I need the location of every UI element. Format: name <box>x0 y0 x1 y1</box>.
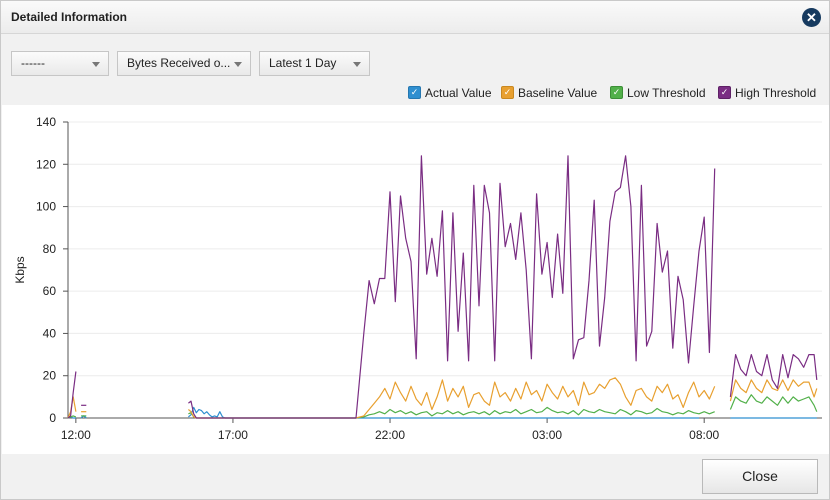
time-range-select[interactable]: Latest 1 Day <box>259 51 370 76</box>
y-tick-label: 100 <box>36 200 56 214</box>
series-line-low-threshold <box>188 406 715 419</box>
time-range-select-value: Latest 1 Day <box>269 56 337 70</box>
x-tick-label: 03:00 <box>532 428 562 442</box>
y-axis-label: Kbps <box>13 256 27 283</box>
series-line-baseline-value <box>188 377 716 419</box>
series-line-high-threshold <box>729 354 818 397</box>
checkbox-checked-icon: ✓ <box>718 86 731 99</box>
device-select-value: ------ <box>21 56 45 70</box>
x-tick-label: 17:00 <box>218 428 248 442</box>
y-tick-label: 120 <box>36 157 56 171</box>
close-icon[interactable]: ✕ <box>802 8 821 27</box>
chevron-down-icon <box>234 62 242 67</box>
dialog-titlebar: Detailed Information ✕ <box>1 1 829 34</box>
x-tick-label: 08:00 <box>689 428 719 442</box>
series-line-high-threshold <box>188 155 716 419</box>
legend-label: High Threshold <box>735 86 817 100</box>
x-tick-label: 22:00 <box>375 428 405 442</box>
y-tick-label: 60 <box>43 284 57 298</box>
chevron-down-icon <box>353 62 361 67</box>
y-tick-label: 20 <box>43 369 57 383</box>
metric-select[interactable]: Bytes Received o... <box>117 51 251 76</box>
legend-label: Low Threshold <box>627 86 706 100</box>
y-tick-label: 80 <box>43 242 57 256</box>
checkbox-checked-icon: ✓ <box>408 86 421 99</box>
line-chart: 0 20 40 60 80 100 120 140 12:00 17:00 22:00 03:00 08… <box>2 105 829 454</box>
chevron-down-icon <box>92 62 100 67</box>
legend-label: Baseline Value <box>518 86 598 100</box>
series-line-low-threshold <box>729 394 818 412</box>
checkbox-checked-icon: ✓ <box>610 86 623 99</box>
device-select[interactable]: ------ <box>11 51 109 76</box>
series-line-high-threshold <box>67 371 77 419</box>
y-tick-label: 140 <box>36 115 56 129</box>
legend-label: Actual Value <box>425 86 492 100</box>
y-tick-label: 0 <box>49 411 56 425</box>
dialog-title: Detailed Information <box>11 10 128 24</box>
metric-select-value: Bytes Received o... <box>127 56 231 70</box>
x-tick-label: 12:00 <box>61 428 91 442</box>
dialog-footer <box>1 454 829 499</box>
close-button[interactable]: Close <box>702 459 818 494</box>
y-tick-label: 40 <box>43 326 57 340</box>
checkbox-checked-icon: ✓ <box>501 86 514 99</box>
series-line-baseline-value <box>729 379 818 402</box>
